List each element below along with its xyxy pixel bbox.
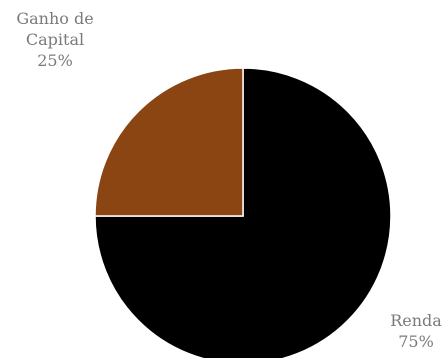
pie-slices — [94, 67, 392, 358]
pie-slice-ganho-de-capital — [94, 67, 244, 217]
slice-label-ganho-de-capital-line-1: Ganho de — [16, 9, 94, 28]
slice-label-ganho-de-capital-line-2: Capital — [25, 30, 85, 49]
slice-label-renda-line-1: Renda — [390, 311, 442, 330]
slice-label-renda: Renda 75% — [384, 310, 448, 352]
slice-label-ganho-de-capital: Ganho de Capital 25% — [0, 8, 110, 71]
slice-label-ganho-de-capital-percent: 25% — [37, 51, 73, 70]
slice-label-renda-percent: 75% — [398, 332, 434, 351]
